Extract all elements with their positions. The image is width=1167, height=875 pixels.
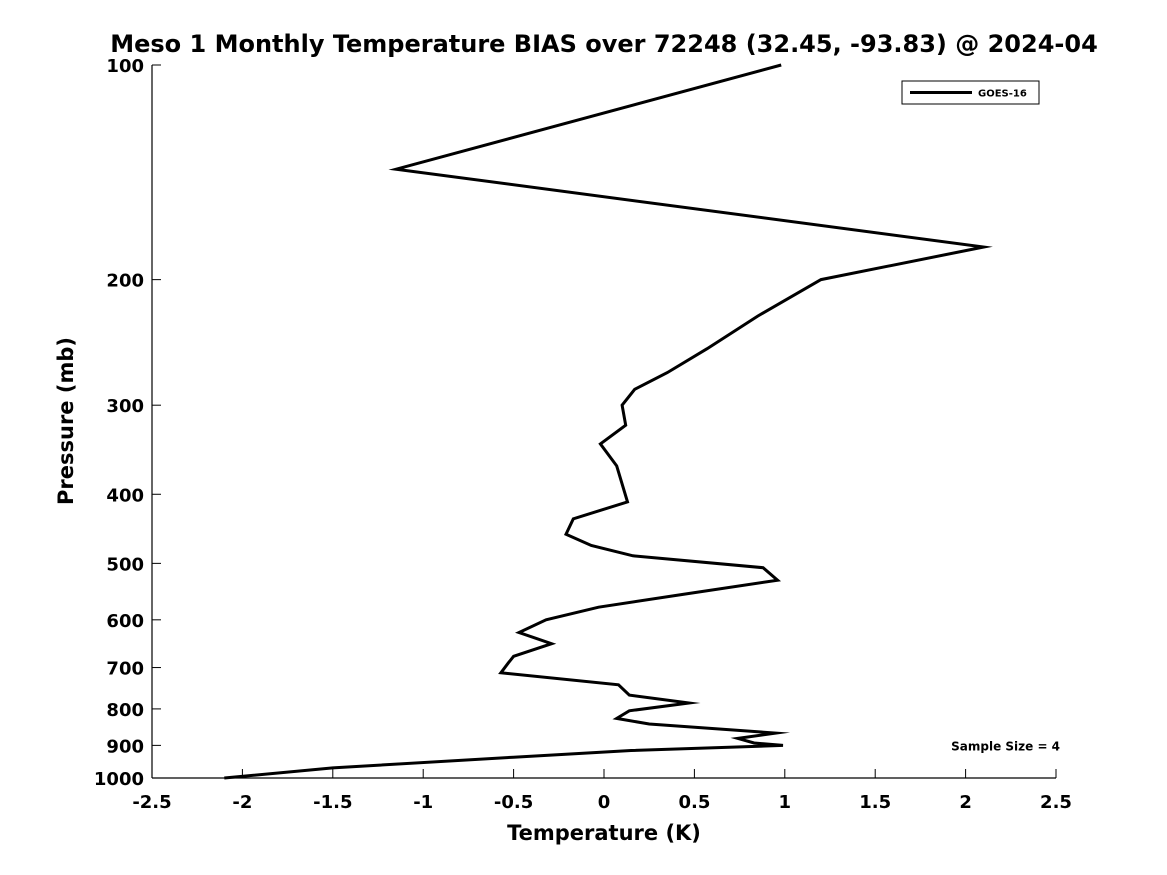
x-tick-label: 0.5: [678, 792, 710, 813]
sample-size-annotation: Sample Size = 4: [951, 739, 1060, 753]
x-tick-label: -2.5: [132, 792, 171, 813]
x-tick-label: 2.5: [1040, 792, 1072, 813]
x-tick-label: 1: [779, 792, 792, 813]
x-tick-label: 0: [598, 792, 611, 813]
y-tick-label: 200: [106, 271, 144, 292]
x-tick-label: -0.5: [494, 792, 533, 813]
x-tick-label: -1.5: [313, 792, 352, 813]
y-tick-label: 500: [106, 554, 144, 575]
y-tick-label: 600: [106, 611, 144, 632]
x-axis-ticks: -2.5 -2 -1.5 -1 -0.5 0 0.5 1 1.5 2 2.5: [132, 769, 1072, 813]
y-axis-label: Pressure (mb): [54, 337, 78, 505]
chart-title: Meso 1 Monthly Temperature BIAS over 722…: [110, 30, 1098, 58]
y-tick-label: 800: [106, 700, 144, 721]
x-tick-label: 1.5: [859, 792, 891, 813]
y-tick-label: 700: [106, 659, 144, 680]
legend: GOES-16: [901, 80, 1040, 105]
x-axis-label: Temperature (K): [507, 821, 701, 845]
legend-label: GOES-16: [978, 89, 1027, 100]
y-tick-label: 400: [106, 485, 144, 506]
series-layer: [224, 63, 993, 780]
series-line-goes-16: [224, 63, 993, 780]
x-tick-label: 2: [959, 792, 972, 813]
y-tick-label: 900: [106, 736, 144, 757]
x-tick-label: -2: [232, 792, 252, 813]
y-tick-label: 1000: [94, 769, 144, 790]
y-tick-label: 100: [106, 56, 144, 77]
x-tick-label: -1: [413, 792, 433, 813]
y-axis-ticks: 100 200 300 400 500 600 700 800 900 1000: [94, 56, 161, 790]
y-tick-label: 300: [106, 396, 144, 417]
